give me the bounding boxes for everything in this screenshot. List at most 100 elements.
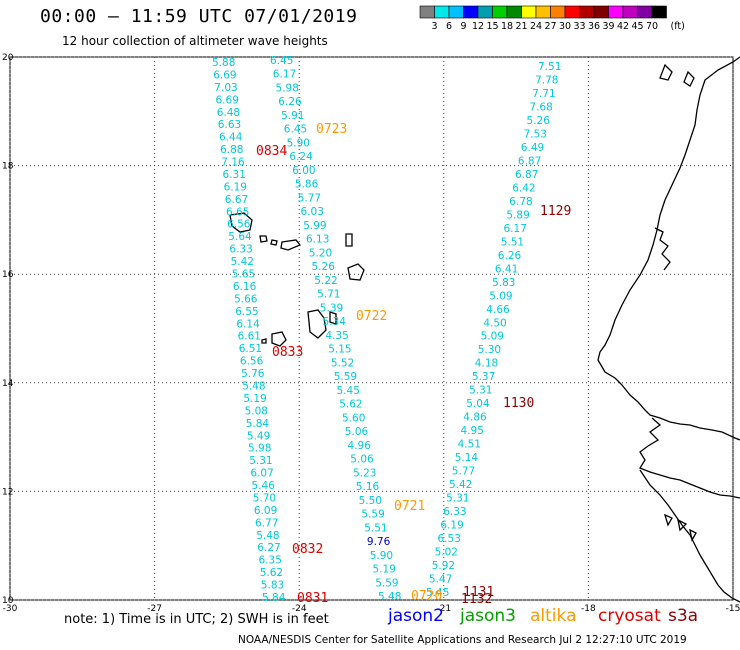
cape-verde-sal [345,233,353,247]
wave-height-altika: 5.26 [312,261,336,273]
wave-height-altika: 5.48 [378,591,401,603]
legend-label: 18 [501,21,513,32]
legend-swatch [434,5,450,19]
note-text: note: 1) Time is in UTC; 2) SWH is in fe… [64,612,329,627]
satellite-jason3: jason3 [460,606,516,626]
cape-verde-maio [329,311,337,325]
lon-tick-label: -21 [436,604,451,614]
legend-unit: (ft) [671,21,685,32]
wave-height-s3a: 7.71 [532,88,555,100]
wave-height-cryosat: 5.98 [248,443,271,455]
legend-swatch [550,5,566,19]
track-time-label: 1129 [540,204,571,219]
wave-height-altika: 5.45 [337,385,360,397]
legend-label: 45 [631,21,643,32]
wave-height-s3a: 4.95 [461,425,484,437]
senegal-inlet [639,417,740,499]
satellite-altika: altika [530,606,577,626]
wave-height-s3a: 4.86 [463,412,487,424]
wave-height-altika: 5.59 [361,509,384,521]
wave-height-altika: 5.59 [375,577,398,589]
legend-swatch [535,5,551,19]
wave-height-s3a: 5.09 [481,331,504,343]
wave-height-s3a: 5.30 [478,344,501,356]
africa-coast [597,56,740,441]
wave-height-altika: 5.71 [317,289,340,301]
wave-height-s3a: 5.31 [469,385,492,397]
lat-tick-label: 18 [2,162,14,172]
cape-verde-brava [261,338,267,344]
wave-height-altika: 5.51 [364,522,387,534]
wave-height-altika: 6.13 [306,234,329,246]
wave-height-cryosat: 6.31 [223,169,246,181]
legend-swatch [637,5,653,19]
wave-height-cryosat: 6.69 [216,94,239,106]
wave-height-s3a: 5.51 [501,236,524,248]
wave-height-cryosat: 6.27 [257,542,280,554]
mauritania-coast-detail [654,227,671,271]
track-time-label: 0834 [256,144,287,159]
satellite-s3a: s3a [668,606,699,626]
track-time-label: 0723 [316,122,347,137]
wave-height-s3a: 5.45 [426,587,449,599]
track-time-label: 0833 [272,345,303,360]
legend-colorbar: 3 6 9 12 15 18 21 24 27 30 33 36 39 42 45 70 (ft) [419,5,685,32]
wave-height-cryosat: 6.48 [217,107,240,119]
wave-height-cryosat: 5.84 [262,592,286,604]
wave-height-s3a: 5.31 [446,493,469,505]
legend-label: 36 [588,21,600,32]
wave-height-altika: 6.24 [289,151,313,163]
wave-height-altika: 6.45 [284,124,307,136]
wave-height-cryosat: 6.69 [213,69,236,81]
legend-swatch [448,5,464,19]
wave-height-cryosat: 5.48 [242,381,265,393]
wave-height-altika: 6.17 [273,69,296,81]
page-title: 00:00 – 11:59 UTC 07/01/2019 [40,6,358,27]
wave-height-cryosat: 6.14 [236,318,260,330]
wave-height-cryosat: 5.65 [232,269,255,281]
wave-height-altika: 4.96 [348,440,372,452]
wave-height-cryosat: 5.19 [243,393,266,405]
wave-height-cryosat: 5.84 [246,418,270,430]
lat-tick-label: 12 [2,487,13,497]
wave-height-s3a: 7.51 [538,61,561,73]
wave-height-altika: 5.90 [287,138,310,150]
wave-height-cryosat: 5.66 [234,293,258,305]
wave-height-altika: 5.52 [331,357,354,369]
lon-tick-label: -24 [292,604,307,614]
satellite-cryosat: cryosat [598,606,661,626]
wave-height-cryosat: 6.56 [227,219,251,231]
legend-label: 30 [559,21,571,32]
wave-height-cryosat: 6.19 [224,181,247,193]
legend-swatch [608,5,624,19]
wave-height-altika: 5.77 [298,192,321,204]
wave-height-altika: 5.86 [295,179,319,191]
wave-height-cryosat: 5.46 [252,480,276,492]
lon-tick-label: -18 [581,604,596,614]
guinea-coast [639,469,740,603]
wave-height-cryosat: 6.88 [220,144,243,156]
wave-height-altika: 5.19 [373,564,396,576]
credit-text: NOAA/NESDIS Center for Satellite Applica… [238,634,687,646]
track-time-label: 0832 [292,542,323,557]
legend-label: 21 [515,21,527,32]
cape-verde-santa-luzia [270,239,278,246]
wave-height-s3a: 4.51 [458,439,481,451]
legend-label: 39 [602,21,614,32]
wave-height-cryosat: 5.62 [260,567,283,579]
wave-height-cryosat: 5.31 [249,455,272,467]
wave-height-s3a: 5.77 [452,466,475,478]
wave-height-altika: 6.26 [278,96,302,108]
wave-height-altika: 5.34 [323,316,347,328]
wave-height-altika: 5.62 [339,399,362,411]
lat-tick-label: 10 [2,596,14,606]
wave-height-cryosat: 6.09 [254,505,277,517]
cape-verde-sao-nicolau [280,239,302,251]
wave-height-altika: 5.39 [320,302,343,314]
wave-height-cryosat: 5.42 [231,256,254,268]
legend-swatch [477,5,493,19]
legend-label: 12 [472,21,484,32]
legend-label: 6 [446,21,452,32]
wave-height-altika: 5.16 [356,481,380,493]
wave-height-s3a: 7.68 [529,102,552,114]
